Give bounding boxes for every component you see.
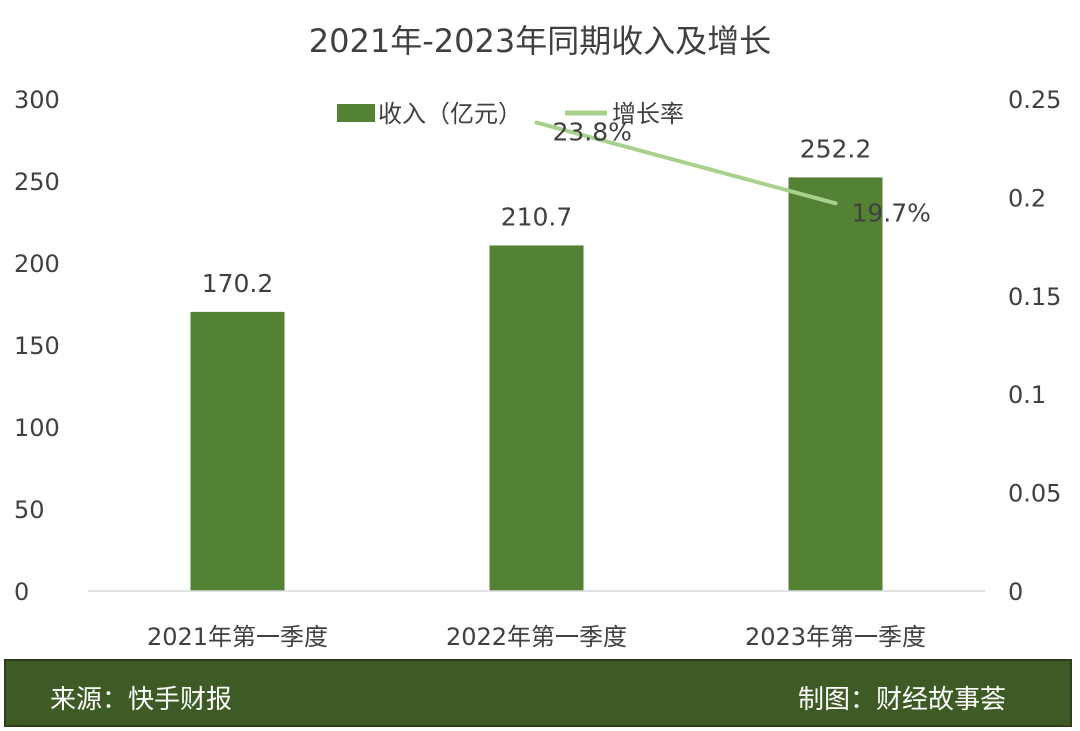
category-label: 2021年第一季度 (147, 623, 328, 651)
left-tick-label: 50 (14, 496, 45, 524)
bar-value-label: 252.2 (800, 134, 872, 163)
growth-line (534, 120, 838, 206)
bar-value-label: 170.2 (202, 269, 274, 298)
bar-series: 170.2 210.7 252.2 (190, 134, 883, 591)
right-tick-label: 0.25 (1008, 86, 1061, 114)
growth-line-series: 23.8% 19.7% (534, 118, 931, 227)
left-axis: 300 250 200 150 100 50 0 (14, 86, 60, 606)
growth-value-label: 23.8% (553, 118, 632, 147)
left-tick-label: 100 (14, 414, 60, 442)
chart-title: 2021年-2023年同期收入及增长 (309, 22, 771, 60)
left-tick-label: 300 (14, 86, 60, 114)
right-tick-label: 0.2 (1008, 184, 1046, 212)
legend: 收入（亿元） 增长率 (337, 100, 684, 128)
bar (489, 245, 584, 591)
left-tick-label: 0 (14, 578, 29, 606)
bar (788, 177, 883, 591)
right-tick-label: 0.1 (1008, 381, 1046, 409)
bar (190, 311, 285, 591)
credit-text: 制图：财经故事荟 (797, 685, 1006, 715)
legend-bar-swatch (337, 104, 375, 122)
right-tick-label: 0.05 (1008, 480, 1061, 508)
source-text: 来源：快手财报 (50, 685, 233, 715)
legend-bar-label: 收入（亿元） (378, 100, 522, 128)
bar-value-label: 210.7 (501, 202, 573, 231)
left-tick-label: 200 (14, 250, 60, 278)
left-tick-label: 250 (14, 168, 60, 196)
growth-value-label: 19.7% (852, 198, 931, 227)
chart-canvas: 2021年-2023年同期收入及增长 收入（亿元） 增长率 300 250 200 1… (14, 22, 1061, 651)
footer-banner: 来源：快手财报 制图：财经故事荟 (4, 659, 1072, 727)
category-label: 2023年第一季度 (745, 623, 926, 651)
right-tick-label: 0.15 (1008, 283, 1061, 311)
right-axis: 0.25 0.2 0.15 0.1 0.05 0 (1008, 86, 1061, 606)
left-tick-label: 150 (14, 332, 60, 360)
right-tick-label: 0 (1008, 578, 1023, 606)
legend-line-label: 增长率 (612, 100, 684, 128)
x-axis: 2021年第一季度 2022年第一季度 2023年第一季度 (88, 590, 985, 651)
category-label: 2022年第一季度 (446, 623, 627, 651)
